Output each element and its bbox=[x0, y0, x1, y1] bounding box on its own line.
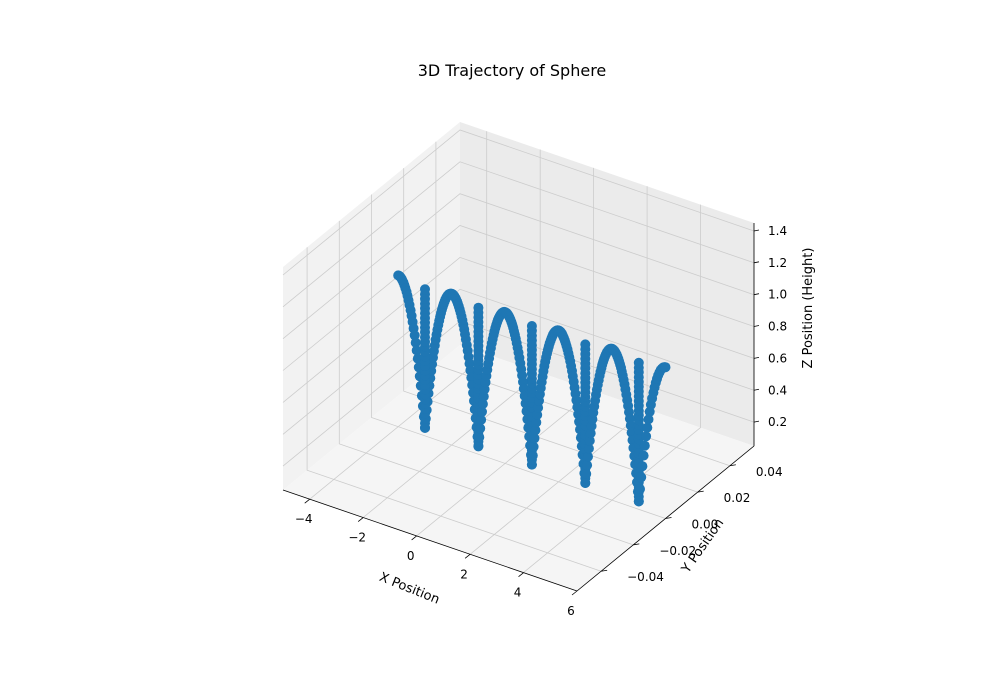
x-tick-label: −2 bbox=[348, 531, 366, 545]
trajectory-point bbox=[531, 417, 542, 428]
x-tick bbox=[571, 590, 578, 596]
trajectory-point bbox=[638, 450, 649, 461]
x-tick-label: 6 bbox=[567, 604, 575, 618]
y-tick-label: 0.04 bbox=[756, 465, 783, 479]
z-grid-line bbox=[282, 225, 755, 371]
trajectory-point bbox=[582, 460, 593, 471]
trajectory-point bbox=[635, 484, 645, 494]
trajectory-point bbox=[475, 423, 486, 434]
trajectory-point bbox=[584, 435, 595, 446]
z-tick bbox=[753, 293, 760, 296]
z-grid-line bbox=[282, 288, 755, 435]
trajectory-point bbox=[409, 330, 420, 341]
trajectory-point bbox=[639, 440, 650, 451]
trajectory-point bbox=[660, 362, 671, 373]
x-tick bbox=[518, 572, 524, 577]
trajectory-point bbox=[410, 337, 421, 348]
trajectory-point bbox=[477, 399, 488, 409]
z-tick bbox=[753, 229, 760, 232]
trajectory-point bbox=[633, 357, 644, 368]
trajectory-point bbox=[527, 450, 538, 461]
z-grid-line bbox=[282, 256, 755, 403]
data-point-group bbox=[393, 270, 671, 507]
y-tick bbox=[697, 490, 704, 493]
y-tick bbox=[633, 543, 640, 546]
y-tick-label: 0.02 bbox=[724, 491, 751, 505]
z-grid-line bbox=[282, 129, 755, 276]
x-axis-line bbox=[282, 489, 578, 592]
trajectory-point bbox=[528, 441, 539, 452]
trajectory-point bbox=[529, 433, 540, 444]
tick-group: −4 −2 0 2 4 6 −0.04 −0.02 0.00 0.02 0.04 0.2 0.4 0.6 0… bbox=[295, 224, 787, 618]
z-tick-label: 0.4 bbox=[768, 383, 787, 397]
trajectory-point bbox=[420, 284, 430, 295]
z-axis-label: Z Position (Height) bbox=[801, 248, 816, 369]
y-tick bbox=[665, 517, 672, 519]
y-tick-label: −0.04 bbox=[627, 570, 664, 584]
trajectory-point bbox=[474, 432, 485, 443]
z-tick-label: 0.6 bbox=[768, 351, 787, 365]
y-grid-line bbox=[306, 247, 602, 572]
trajectory-point bbox=[581, 468, 592, 479]
z-tick bbox=[753, 420, 760, 423]
y-tick bbox=[729, 464, 736, 467]
trajectory-point bbox=[641, 431, 652, 442]
z-grid-line bbox=[282, 161, 755, 308]
trajectory-point bbox=[476, 414, 487, 425]
trajectory-point bbox=[637, 461, 648, 472]
trajectory-point bbox=[636, 472, 647, 483]
z-tick bbox=[753, 261, 760, 264]
chart-title: 3D Trajectory of Sphere bbox=[418, 61, 607, 80]
trajectory-point bbox=[473, 302, 484, 313]
x-tick bbox=[464, 553, 471, 559]
z-grid-line bbox=[282, 193, 755, 340]
x-tick-label: 2 bbox=[460, 567, 468, 581]
z-tick-label: 1.4 bbox=[768, 224, 787, 238]
trajectory-point bbox=[583, 443, 594, 454]
y-grid-line bbox=[403, 168, 698, 493]
trajectory-point bbox=[477, 406, 487, 417]
trajectory-point bbox=[643, 414, 654, 425]
z-tick bbox=[753, 357, 760, 359]
z-tick-label: 0.2 bbox=[768, 415, 787, 429]
x-tick-label: 4 bbox=[514, 586, 522, 600]
z-tick-label: 0.8 bbox=[768, 320, 787, 334]
z-tick-label: 1.2 bbox=[768, 256, 787, 270]
trajectory-point bbox=[411, 345, 422, 356]
x-grid-line bbox=[523, 204, 701, 573]
y-tick-label: −0.02 bbox=[659, 544, 696, 558]
trajectory-point bbox=[642, 422, 653, 433]
x-tick bbox=[411, 535, 417, 541]
y-tick bbox=[601, 569, 608, 572]
x-tick bbox=[304, 498, 310, 504]
z-tick-label: 1.0 bbox=[768, 288, 787, 302]
y-tick-label: 0.00 bbox=[692, 518, 719, 532]
y-grid-line bbox=[338, 220, 634, 546]
y-grid-line bbox=[371, 194, 666, 519]
trajectory-point bbox=[530, 425, 541, 436]
trajectory-point bbox=[583, 451, 593, 462]
trajectory-point bbox=[580, 339, 591, 350]
z-tick bbox=[753, 325, 760, 327]
x-tick bbox=[357, 517, 364, 522]
x-tick-label: −4 bbox=[295, 512, 313, 526]
trajectory-point bbox=[526, 321, 537, 331]
x-tick-label: 0 bbox=[407, 549, 415, 563]
z-tick bbox=[753, 388, 760, 391]
